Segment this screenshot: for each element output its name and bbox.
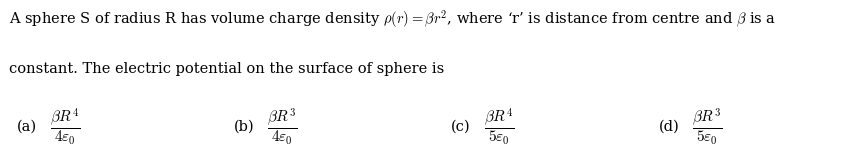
Text: $\dfrac{\beta R^{4}}{5\varepsilon_{0}}$: $\dfrac{\beta R^{4}}{5\varepsilon_{0}}$ xyxy=(484,106,514,147)
Text: $\dfrac{\beta R^{4}}{4\varepsilon_{0}}$: $\dfrac{\beta R^{4}}{4\varepsilon_{0}}$ xyxy=(50,106,81,147)
Text: $\dfrac{\beta R^{3}}{4\varepsilon_{0}}$: $\dfrac{\beta R^{3}}{4\varepsilon_{0}}$ xyxy=(267,106,297,147)
Text: $\dfrac{\beta R^{3}}{5\varepsilon_{0}}$: $\dfrac{\beta R^{3}}{5\varepsilon_{0}}$ xyxy=(692,106,722,147)
Text: (d): (d) xyxy=(659,119,680,133)
Text: constant. The electric potential on the surface of sphere is: constant. The electric potential on the … xyxy=(9,62,444,76)
Text: (c): (c) xyxy=(451,119,471,133)
Text: (b): (b) xyxy=(234,119,255,133)
Text: A sphere S of radius R has volume charge density $\rho(r) = \beta r^{2}$, where : A sphere S of radius R has volume charge… xyxy=(9,8,776,30)
Text: (a): (a) xyxy=(17,119,37,133)
